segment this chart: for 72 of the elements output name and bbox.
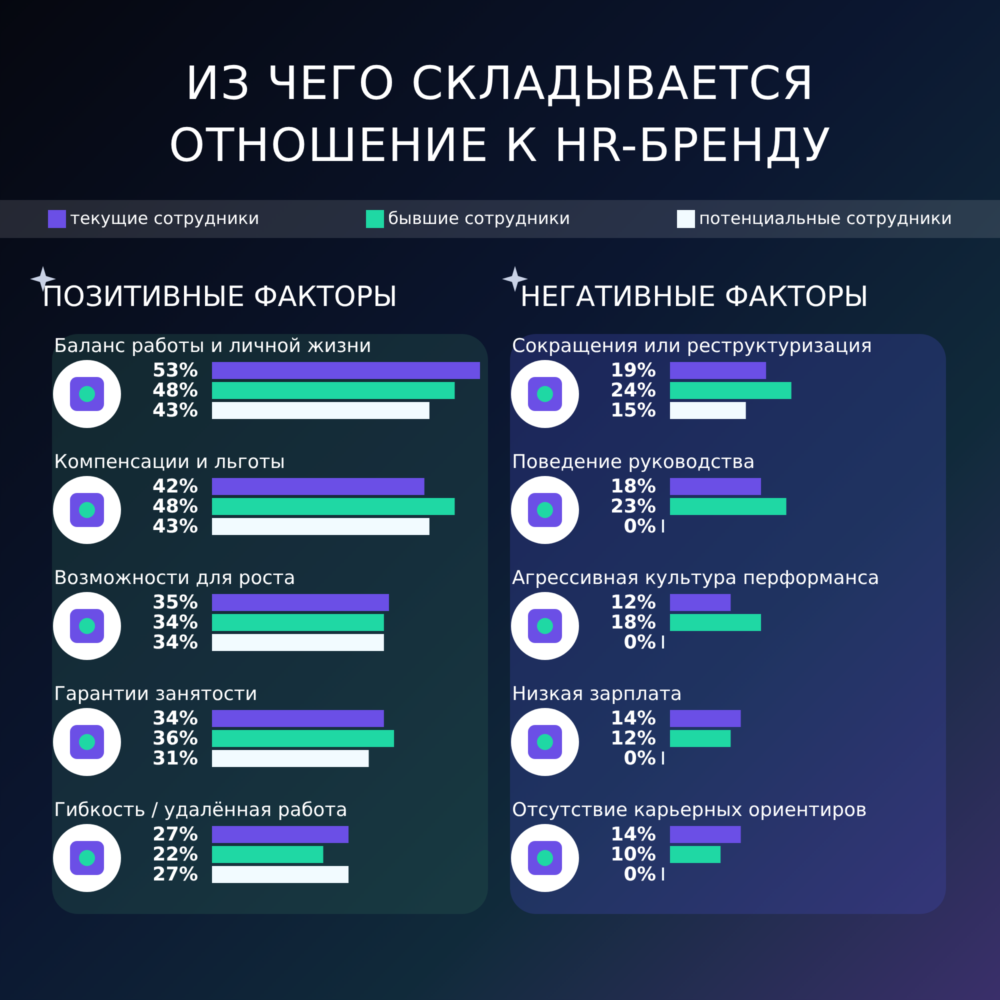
bar <box>212 614 384 631</box>
legend-label: бывшие сотрудники <box>388 209 570 229</box>
bar <box>212 498 455 515</box>
data-label: 0% <box>624 516 656 538</box>
bar <box>670 846 721 863</box>
data-label: 18% <box>610 612 656 634</box>
data-label: 34% <box>152 632 198 654</box>
data-label: 36% <box>152 728 198 750</box>
y-tick-label: Поведение руководства <box>512 451 755 473</box>
chart-subtitle: НЕГАТИВНЫЕ ФАКТОРЫ <box>520 279 870 315</box>
y-tick-label: Низкая зарплата <box>512 683 682 705</box>
bar <box>670 826 741 843</box>
data-label: 14% <box>610 708 656 730</box>
bar <box>670 614 762 631</box>
bar <box>212 478 424 495</box>
bar <box>670 498 786 515</box>
data-label: 0% <box>624 748 656 770</box>
data-label: 10% <box>610 844 656 866</box>
data-label: 27% <box>152 824 198 846</box>
bar <box>212 518 430 535</box>
bar <box>212 826 349 843</box>
y-tick-label: Гарантии занятости <box>54 683 258 705</box>
data-label: 0% <box>624 632 656 654</box>
data-label: 48% <box>152 380 198 402</box>
y-tick-label: Отсутствие карьерных ориентиров <box>512 799 867 821</box>
legend-label: потенциальные сотрудники <box>698 209 952 229</box>
data-label: 43% <box>152 516 198 538</box>
data-label: 19% <box>610 360 656 382</box>
bar <box>212 846 324 863</box>
data-label: 34% <box>152 708 198 730</box>
bar <box>212 634 384 651</box>
bar <box>212 730 394 747</box>
bar <box>212 594 389 611</box>
legend-label: текущие сотрудники <box>70 209 260 229</box>
y-tick-label: Баланс работы и личной жизни <box>54 335 372 357</box>
y-tick-label: Гибкость / удалённая работа <box>54 799 348 821</box>
data-label: 0% <box>624 864 656 886</box>
data-label: 42% <box>152 476 198 498</box>
y-tick-label: Возможности для роста <box>54 567 296 589</box>
bar <box>670 594 731 611</box>
bar <box>212 710 384 727</box>
data-label: 14% <box>610 824 656 846</box>
chart-subtitle: ПОЗИТИВНЫЕ ФАКТОРЫ <box>42 279 398 315</box>
bar <box>212 402 430 419</box>
data-label: 34% <box>152 612 198 634</box>
bar <box>212 866 349 883</box>
bar <box>212 362 480 379</box>
data-label: 48% <box>152 496 198 518</box>
bar <box>212 750 369 767</box>
bar <box>670 362 766 379</box>
data-label: 22% <box>152 844 198 866</box>
bar <box>670 730 731 747</box>
y-tick-label: Агрессивная культура перформанса <box>512 567 880 589</box>
bar <box>212 382 455 399</box>
bar <box>670 478 762 495</box>
data-label: 12% <box>610 728 656 750</box>
bar <box>670 402 746 419</box>
data-label: 31% <box>152 748 198 770</box>
y-tick-label: Компенсации и льготы <box>54 451 286 473</box>
chart-title: ИЗ ЧЕГО СКЛАДЫВАЕТСЯ ОТНОШЕНИЕ К HR-БРЕНДУ <box>168 55 832 174</box>
y-tick-label: Сокращения или реструктуризация <box>512 335 872 357</box>
data-label: 53% <box>152 360 198 382</box>
data-label: 15% <box>610 400 656 422</box>
data-label: 18% <box>610 476 656 498</box>
data-label: 35% <box>152 592 198 614</box>
bar <box>670 710 741 727</box>
data-label: 27% <box>152 864 198 886</box>
bar <box>670 382 792 399</box>
data-label: 12% <box>610 592 656 614</box>
data-label: 24% <box>610 380 656 402</box>
data-label: 23% <box>610 496 656 518</box>
data-label: 43% <box>152 400 198 422</box>
